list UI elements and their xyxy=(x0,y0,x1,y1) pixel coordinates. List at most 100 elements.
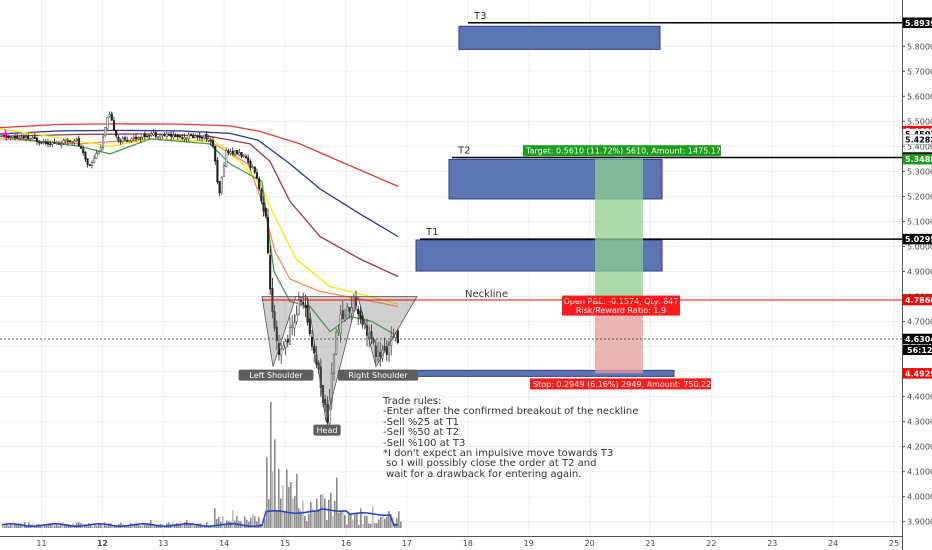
position-tool[interactable]: Target: 0.5610 (11.72%) 5610, Amount: 14… xyxy=(523,145,721,390)
candle-body xyxy=(57,143,61,145)
volume-bar xyxy=(134,523,136,528)
candle-body xyxy=(209,139,212,142)
candle-body xyxy=(370,331,373,339)
candle-body xyxy=(152,132,155,136)
trade-rules-note: Trade rules: -Enter after the confirmed … xyxy=(383,396,639,480)
price-tag-label: 5.8939 xyxy=(905,19,932,28)
time-axis[interactable]: 11 12 13 14 15 16 17 18 19 20 21 22 23 24 25 xyxy=(0,536,902,549)
volume-bar xyxy=(388,511,390,528)
volume-bar xyxy=(148,524,150,528)
candle-body xyxy=(359,310,362,319)
candle-body xyxy=(95,153,98,159)
volume-bar xyxy=(314,510,316,528)
time-tick-label: 15 xyxy=(280,539,290,548)
candle-body xyxy=(33,136,36,139)
candle-body xyxy=(218,181,221,194)
candle-body xyxy=(174,135,177,138)
volume-bar xyxy=(108,523,110,528)
candle-body xyxy=(310,336,314,347)
target-tag xyxy=(523,145,721,157)
candle-body xyxy=(104,127,107,137)
candle-body xyxy=(216,160,219,183)
volume-bar xyxy=(142,524,144,528)
annotations: Neckline xyxy=(0,289,902,340)
candle-body xyxy=(163,133,166,136)
ma-navy xyxy=(0,129,399,238)
volume-bar xyxy=(120,522,122,528)
candle-body xyxy=(260,189,263,202)
volume-bar xyxy=(318,509,320,528)
volume-bar xyxy=(360,508,362,528)
candle-body xyxy=(119,140,122,143)
volume-bar xyxy=(270,401,272,528)
candle-body xyxy=(79,146,83,149)
candle-body xyxy=(284,341,287,348)
time-tick-label: 14 xyxy=(219,539,229,548)
volume-bar xyxy=(396,517,398,528)
volume-bar xyxy=(320,494,322,528)
candle-body xyxy=(220,177,223,193)
candle-body xyxy=(211,140,215,147)
candle-body xyxy=(231,150,234,155)
volume-bar xyxy=(322,494,324,528)
candle-body xyxy=(29,138,32,141)
volume-bar xyxy=(380,516,382,528)
volume-bar xyxy=(20,523,22,528)
candle-body xyxy=(264,207,267,217)
candle-body xyxy=(18,138,21,140)
volume-bar xyxy=(132,525,134,528)
volume-bar xyxy=(2,524,4,528)
candle-body xyxy=(112,120,116,131)
candle-body xyxy=(7,136,10,138)
candle-body xyxy=(383,346,386,350)
candle-body xyxy=(97,151,100,155)
volume-bar xyxy=(342,510,344,528)
time-tick-label: 12 xyxy=(97,539,108,548)
volume-bar xyxy=(268,499,270,528)
candle-body xyxy=(84,151,87,160)
volume-bar xyxy=(368,523,370,528)
price-tag xyxy=(902,294,932,306)
candle-body xyxy=(141,133,144,138)
price-tick-label: 4.2000 xyxy=(907,443,932,452)
ma-red xyxy=(0,123,399,187)
price-axis[interactable]: 5.8000 5.7000 5.6000 5.5000 5.4000 5.3000 5.20… xyxy=(902,0,932,550)
neckline-label: Neckline xyxy=(465,289,508,300)
volume-bar xyxy=(284,510,286,528)
candle-body xyxy=(128,140,131,143)
candle-body xyxy=(346,306,349,319)
volume-bar xyxy=(14,523,16,528)
candle-body xyxy=(35,137,39,142)
candle-body xyxy=(295,314,298,322)
candle-body xyxy=(145,135,149,138)
candle-body xyxy=(253,166,256,173)
profit-area xyxy=(595,159,643,300)
volume-bar xyxy=(312,508,314,528)
volume-bar xyxy=(4,525,6,528)
volume-bar xyxy=(66,524,68,528)
candle-body xyxy=(396,330,399,343)
candle-body xyxy=(233,150,237,156)
candle-body xyxy=(240,152,243,157)
volume-bar xyxy=(304,515,306,528)
time-tick-label: 22 xyxy=(706,539,716,548)
candle-body xyxy=(324,399,327,406)
price-tag-label: 4.7860 xyxy=(905,296,932,305)
time-tick-label: 23 xyxy=(767,539,777,548)
candle-body xyxy=(46,142,50,145)
time-tick-label: 17 xyxy=(402,539,412,548)
candle-body xyxy=(258,178,261,189)
candle-body xyxy=(302,302,305,305)
candle-body xyxy=(172,134,175,139)
candle-body xyxy=(139,137,142,139)
candle-body xyxy=(132,137,135,139)
alert-marker-icon: + xyxy=(0,127,11,142)
candle-body xyxy=(51,142,54,145)
candle-body xyxy=(192,134,195,139)
volume-bar xyxy=(40,525,42,528)
price-tick-label: 5.4000 xyxy=(907,142,932,151)
volume-bar xyxy=(370,523,372,528)
volume-bar xyxy=(338,512,340,528)
